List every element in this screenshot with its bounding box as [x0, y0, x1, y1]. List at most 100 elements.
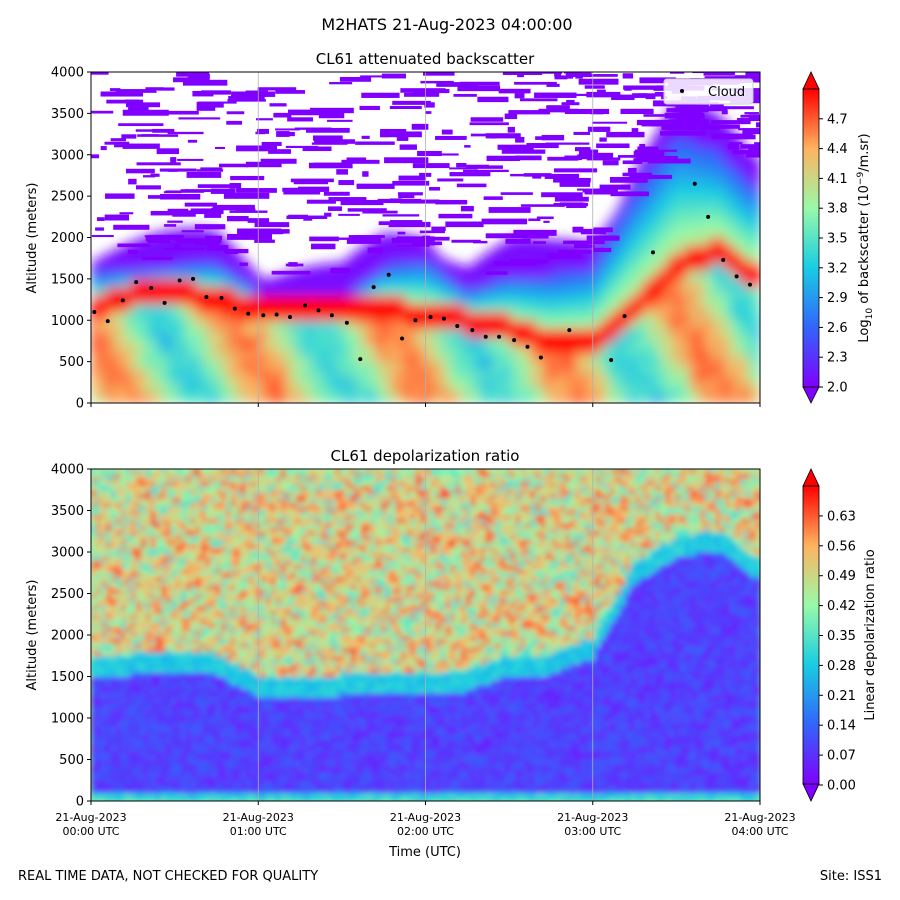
noise-streak [554, 75, 573, 79]
backscatter-cell [750, 369, 757, 379]
depolarization-cell [110, 469, 117, 474]
backscatter-cell [685, 386, 692, 396]
depolarization-cell [175, 693, 182, 698]
depolarization-cell [155, 535, 162, 541]
depolarization-cell [120, 493, 127, 499]
depolarization-cell [140, 522, 147, 528]
noise-streak [580, 228, 607, 235]
depolarization-cell [160, 469, 167, 474]
backscatter-cell [415, 361, 422, 371]
noise-streak [419, 230, 445, 234]
depolarization-cell [91, 510, 97, 516]
depolarization-cell [195, 776, 202, 781]
cloud-point [92, 309, 97, 314]
depolarization-cell [175, 763, 182, 769]
depolarization-cell [135, 651, 142, 657]
depolarization-cell [135, 589, 142, 594]
backscatter-cell [575, 345, 582, 354]
backscatter-cell [625, 311, 632, 321]
depolarization-cell [95, 506, 102, 511]
backscatter-cell [730, 254, 737, 263]
backscatter-cell [455, 361, 462, 371]
backscatter-cell [610, 254, 617, 263]
depolarization-cell [110, 759, 117, 765]
depolarization-cell [91, 792, 97, 798]
depolarization-cell [91, 469, 97, 474]
backscatter-cell [380, 287, 387, 296]
backscatter-cell [675, 245, 682, 255]
backscatter-cell [635, 270, 642, 280]
cloud-point [497, 334, 502, 339]
backscatter-cell [655, 345, 662, 354]
noise-streak [269, 103, 287, 107]
backscatter-cell [700, 187, 707, 197]
backscatter-cell [535, 311, 542, 321]
backscatter-cell [550, 295, 557, 305]
depolarization-cell [140, 705, 147, 711]
depolarization-cell [145, 601, 152, 607]
backscatter-cell [605, 361, 612, 371]
depolarization-cell [140, 610, 147, 615]
backscatter-cell [255, 336, 262, 346]
backscatter-cell [425, 328, 432, 338]
depolarization-cell [195, 618, 202, 624]
depolarization-cell [170, 668, 177, 673]
depolarization-cell [145, 469, 152, 474]
depolarization-cell [140, 485, 147, 491]
depolarization-cell [135, 535, 142, 541]
weak-signal-band [335, 262, 342, 304]
depolarization-cell [100, 560, 107, 565]
depolarization-cell [180, 734, 187, 740]
backscatter-cell [160, 270, 167, 280]
weak-signal-band [110, 250, 117, 277]
depolarization-cell [110, 593, 117, 599]
depolarization-cell [115, 639, 122, 644]
depolarization-cell [105, 614, 112, 619]
backscatter-cell [260, 353, 267, 363]
depolarization-cell [200, 726, 207, 731]
backscatter-cell [335, 336, 342, 346]
backscatter-cell [165, 303, 172, 313]
depolarization-cell [165, 639, 172, 644]
depolarization-cell [185, 771, 192, 777]
backscatter-cell [700, 270, 707, 280]
depolarization-cell [155, 614, 162, 619]
backscatter-cell [340, 328, 347, 338]
depolarization-cell [105, 655, 112, 661]
depolarization-cell [110, 738, 117, 744]
backscatter-cell [200, 328, 207, 338]
depolarization-cell [110, 784, 117, 790]
backscatter-cell [430, 311, 437, 321]
backscatter-cell [450, 311, 457, 321]
depolarization-cell [165, 539, 172, 545]
noise-streak [523, 173, 552, 177]
noise-streak [744, 112, 759, 115]
backscatter-cell [400, 361, 407, 371]
backscatter-cell [285, 378, 292, 387]
backscatter-y-axis-label: Altitude (meters) [25, 183, 40, 294]
backscatter-cell [125, 278, 132, 288]
depolarization-cell [95, 552, 102, 557]
backscatter-cell [340, 320, 347, 330]
noise-streak [607, 62, 641, 66]
backscatter-cell [95, 320, 102, 330]
backscatter-cell [645, 369, 652, 379]
depolarization-cell [135, 543, 142, 549]
backscatter-cell [275, 394, 282, 403]
depolarization-cell [105, 498, 112, 503]
depolarization-cell [185, 485, 192, 491]
backscatter-cell [730, 278, 737, 288]
backscatter-cell [505, 303, 512, 313]
backscatter-cell [190, 394, 197, 403]
depolarization-cell [130, 589, 137, 594]
backscatter-cell [755, 245, 760, 255]
backscatter-cell [205, 369, 212, 379]
backscatter-cell [495, 311, 502, 321]
depolarization-cell [130, 498, 137, 503]
depolarization-cell [120, 697, 127, 702]
backscatter-cell [730, 229, 737, 238]
backscatter-cell [535, 378, 542, 387]
noise-streak [309, 236, 339, 242]
depolarization-cell [185, 593, 192, 599]
backscatter-cell [720, 187, 727, 197]
